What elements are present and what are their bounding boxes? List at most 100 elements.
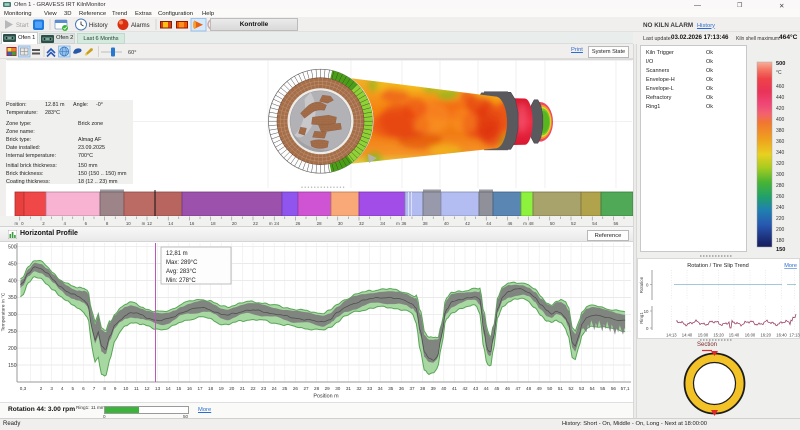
svg-text:38: 38 (420, 386, 426, 391)
svg-text:150 mm: 150 mm (78, 163, 98, 169)
svg-text:25: 25 (282, 386, 288, 391)
svg-text:26: 26 (295, 221, 300, 226)
svg-text:55: 55 (600, 386, 606, 391)
svg-text:12: 12 (144, 386, 150, 391)
svg-text:6: 6 (85, 221, 88, 226)
svg-text:22: 22 (250, 386, 256, 391)
svg-text:300: 300 (776, 172, 785, 178)
svg-text:51: 51 (558, 386, 564, 391)
svg-text:320: 320 (776, 161, 785, 167)
svg-text:32: 32 (359, 221, 364, 226)
svg-text:Date installed:: Date installed: (6, 145, 40, 151)
svg-text:460: 460 (776, 84, 785, 90)
svg-text:29: 29 (325, 386, 331, 391)
svg-text:41: 41 (452, 386, 458, 391)
svg-text:m: m (523, 221, 527, 226)
svg-text:12: 12 (147, 221, 152, 226)
svg-text:I/O: I/O (646, 59, 654, 65)
svg-text:52: 52 (571, 221, 576, 226)
svg-text:14:40: 14:40 (682, 333, 693, 338)
svg-text:40: 40 (441, 386, 447, 391)
svg-text:17: 17 (197, 386, 203, 391)
svg-text:m: m (396, 221, 400, 226)
svg-text:17:13: 17:13 (789, 333, 800, 338)
svg-text:Envelope-L: Envelope-L (646, 86, 674, 92)
svg-text:420: 420 (776, 106, 785, 112)
svg-text:m: m (14, 221, 18, 226)
svg-text:0: 0 (21, 221, 24, 226)
svg-text:Coating thickness:: Coating thickness: (6, 179, 50, 184)
svg-text:Ring1: Ring1 (646, 104, 660, 110)
svg-text:Brick type:: Brick type: (6, 137, 31, 143)
svg-text:13: 13 (155, 386, 161, 391)
svg-text:Rotation: Rotation (639, 276, 644, 293)
svg-text:Ok: Ok (706, 77, 713, 83)
svg-text:14:13: 14:13 (666, 333, 677, 338)
svg-text:150: 150 (776, 247, 785, 252)
svg-text:Ok: Ok (706, 86, 713, 92)
svg-text:Ok: Ok (706, 104, 713, 110)
svg-text:16:20: 16:20 (760, 333, 771, 338)
svg-text:44: 44 (486, 221, 491, 226)
svg-text:38: 38 (423, 221, 428, 226)
svg-text:0: 0 (646, 326, 649, 331)
svg-text:10: 10 (644, 309, 649, 314)
svg-text:Temperature in °C: Temperature in °C (1, 292, 7, 331)
svg-text:16: 16 (189, 221, 194, 226)
svg-text:Internal temperature:: Internal temperature: (6, 153, 56, 159)
svg-text:53: 53 (579, 386, 585, 391)
svg-text:18: 18 (211, 221, 216, 226)
svg-text:43: 43 (473, 386, 479, 391)
svg-text:44: 44 (484, 386, 490, 391)
svg-text:39: 39 (431, 386, 437, 391)
svg-text:500: 500 (776, 61, 785, 67)
svg-text:47: 47 (515, 386, 521, 391)
svg-text:22: 22 (253, 221, 258, 226)
svg-text:Almag AF: Almag AF (78, 137, 102, 143)
svg-text:260: 260 (776, 194, 785, 200)
svg-text:24: 24 (274, 221, 279, 226)
svg-text:15: 15 (176, 386, 182, 391)
svg-text:700°C: 700°C (78, 153, 93, 159)
svg-text:20: 20 (232, 221, 237, 226)
svg-text:3: 3 (50, 386, 53, 391)
svg-text:27: 27 (303, 386, 309, 391)
svg-text:Ok: Ok (706, 59, 713, 65)
svg-text:35: 35 (388, 386, 394, 391)
svg-text:5: 5 (72, 386, 75, 391)
svg-text:40: 40 (444, 221, 449, 226)
svg-text:250: 250 (8, 329, 17, 335)
svg-text:14: 14 (166, 386, 172, 391)
svg-text:400: 400 (8, 278, 17, 284)
svg-text:Ok: Ok (706, 50, 713, 56)
svg-text:12,81 m: 12,81 m (166, 251, 188, 257)
svg-text:57,1: 57,1 (621, 386, 630, 391)
svg-text:28: 28 (314, 386, 320, 391)
svg-text:54: 54 (592, 221, 597, 226)
svg-text:Zone name:: Zone name: (6, 129, 35, 135)
svg-text:14: 14 (168, 221, 173, 226)
svg-text:0,3: 0,3 (20, 386, 27, 391)
svg-text:9: 9 (114, 386, 117, 391)
svg-text:m: m (269, 221, 273, 226)
svg-text:30: 30 (335, 386, 341, 391)
svg-text:Position:: Position: (6, 102, 27, 108)
svg-text:23.09.2025: 23.09.2025 (78, 145, 105, 151)
svg-text:Brick thickness:: Brick thickness: (6, 171, 43, 177)
svg-text:16:00: 16:00 (745, 333, 756, 338)
svg-text:°C: °C (776, 70, 782, 76)
svg-text:440: 440 (776, 95, 785, 101)
svg-text:20: 20 (229, 386, 235, 391)
svg-text:200: 200 (776, 227, 785, 233)
svg-text:Scanners: Scanners (646, 68, 669, 74)
svg-text:240: 240 (776, 205, 785, 211)
svg-text:500: 500 (8, 245, 17, 251)
svg-text:280: 280 (776, 183, 785, 189)
svg-text:34: 34 (380, 221, 385, 226)
svg-text:50: 50 (550, 221, 555, 226)
svg-text:2: 2 (40, 386, 43, 391)
svg-text:Brick zone: Brick zone (78, 121, 103, 127)
svg-text:36: 36 (399, 386, 405, 391)
svg-text:49: 49 (537, 386, 543, 391)
svg-text:10: 10 (123, 386, 129, 391)
